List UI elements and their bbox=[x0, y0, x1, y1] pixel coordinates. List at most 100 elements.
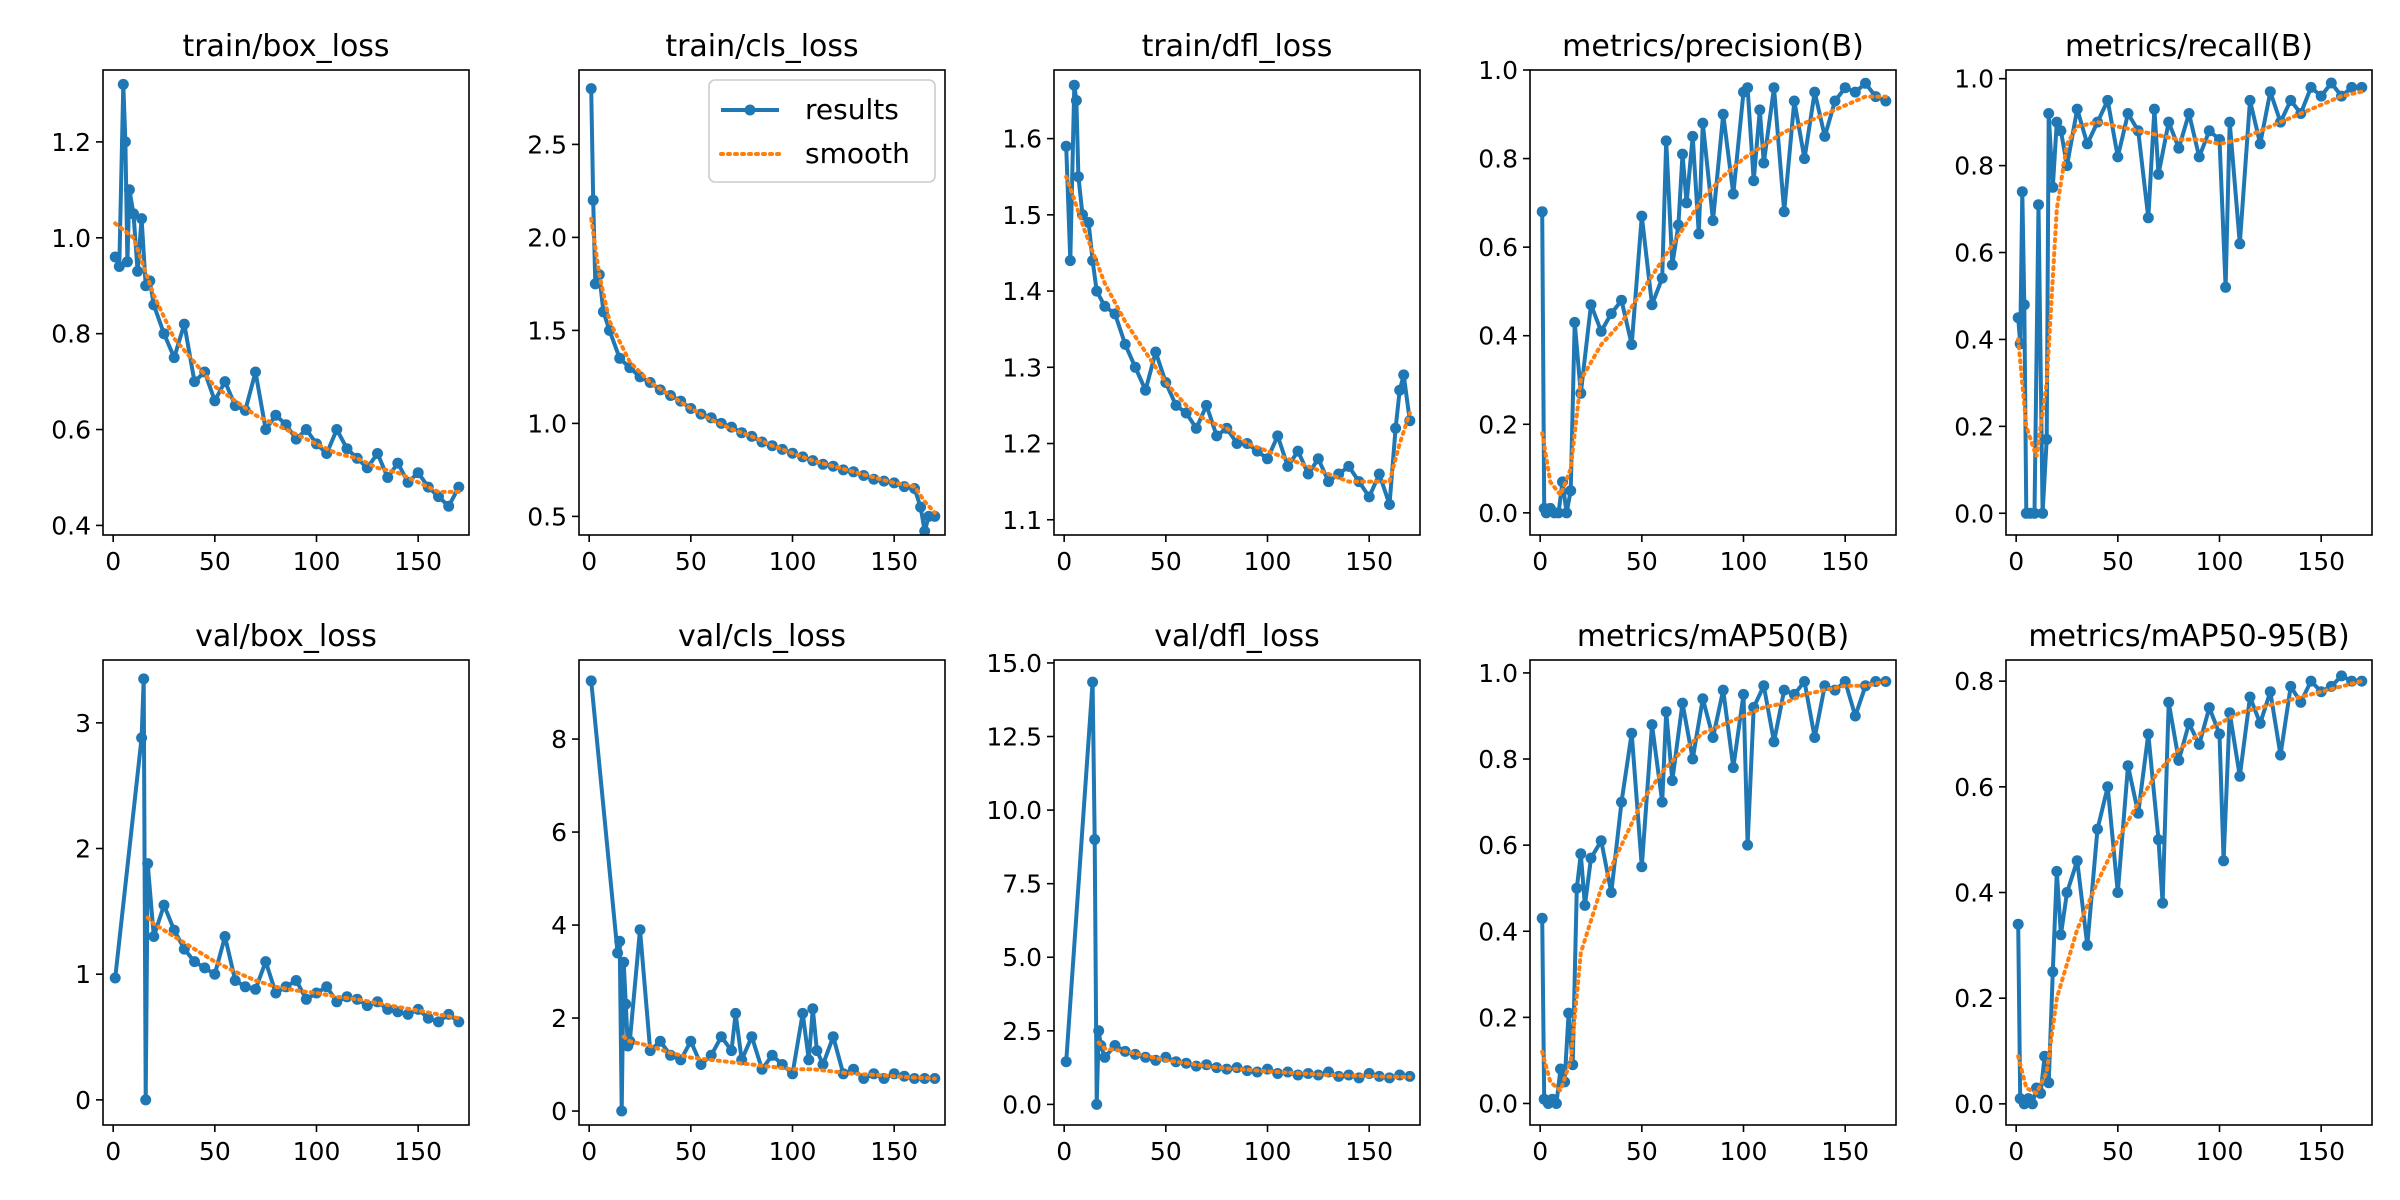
data-point-results bbox=[2081, 939, 2093, 951]
y-tick-label: 1.0 bbox=[1478, 56, 1518, 85]
data-point-results bbox=[1646, 719, 1658, 731]
axes-frame bbox=[578, 69, 946, 536]
data-point-results bbox=[1373, 468, 1385, 480]
data-point-results bbox=[189, 956, 200, 968]
data-point-results bbox=[331, 424, 343, 435]
data-point-results bbox=[1809, 732, 1821, 743]
data-point-results bbox=[2018, 299, 2030, 311]
y-tick-label: 3 bbox=[75, 709, 91, 738]
data-point-results bbox=[2047, 966, 2059, 978]
x-tick-label: 100 bbox=[2196, 547, 2244, 576]
data-point-results bbox=[585, 675, 597, 687]
y-tick-label: 1.3 bbox=[1002, 353, 1042, 382]
data-point-results bbox=[2112, 151, 2124, 163]
y-tick-label: 1.1 bbox=[1002, 506, 1042, 535]
data-point-results bbox=[1595, 835, 1607, 847]
data-point-results bbox=[123, 184, 135, 196]
y-tick-label: 1.2 bbox=[1002, 430, 1042, 459]
axes-frame bbox=[102, 69, 470, 536]
data-point-results bbox=[1616, 796, 1627, 808]
data-point-results bbox=[402, 1008, 414, 1020]
data-point-results bbox=[2051, 116, 2063, 128]
data-point-results bbox=[1390, 422, 1402, 434]
data-point-results bbox=[1272, 430, 1284, 442]
y-tick-label: 2 bbox=[551, 1004, 567, 1033]
y-tick-label: 0.8 bbox=[1954, 152, 1994, 181]
data-point-results bbox=[1880, 95, 1892, 107]
x-tick-label: 150 bbox=[870, 1137, 918, 1166]
data-point-results bbox=[1849, 710, 1861, 722]
data-point-results bbox=[2305, 675, 2317, 687]
data-point-results bbox=[270, 987, 282, 999]
x-tick-label: 0 bbox=[1532, 1137, 1548, 1166]
y-tick-label: 1.0 bbox=[1478, 659, 1518, 688]
data-point-results bbox=[142, 858, 154, 870]
data-point-results bbox=[1536, 206, 1548, 218]
series-line-smooth bbox=[1096, 1040, 1412, 1079]
data-point-results bbox=[1717, 684, 1729, 696]
y-tick-label: 0.4 bbox=[1954, 325, 1994, 354]
data-point-results bbox=[1323, 476, 1334, 488]
y-tick-label: 0.6 bbox=[1478, 233, 1518, 262]
data-point-results bbox=[1553, 507, 1564, 519]
legend: results smooth bbox=[708, 79, 936, 183]
data-point-results bbox=[158, 899, 170, 911]
data-point-results bbox=[2041, 433, 2053, 445]
data-point-results bbox=[2033, 199, 2044, 211]
data-point-results bbox=[2218, 855, 2230, 867]
data-point-results bbox=[1677, 148, 1688, 160]
subplot-train-cls-loss: train/cls_loss 0 50 100 150 0.5 1.0 1.5 2.0 2.5 re… bbox=[527, 29, 946, 576]
data-point-results bbox=[2203, 702, 2215, 714]
data-point-results bbox=[2102, 781, 2114, 793]
series-line-smooth bbox=[2016, 89, 2364, 458]
data-point-results bbox=[1717, 108, 1729, 120]
data-point-results bbox=[1799, 676, 1810, 687]
data-point-results bbox=[2173, 754, 2185, 766]
data-point-results bbox=[1140, 384, 1151, 396]
data-point-results bbox=[1616, 294, 1627, 306]
data-point-results bbox=[2132, 807, 2144, 819]
data-point-results bbox=[1262, 453, 1273, 465]
subplot-title: train/dfl_loss bbox=[1142, 29, 1333, 64]
data-point-results bbox=[199, 962, 211, 974]
data-point-results bbox=[2203, 125, 2215, 137]
data-point-results bbox=[1626, 339, 1638, 351]
data-point-results bbox=[1343, 460, 1355, 472]
data-point-results bbox=[121, 256, 133, 268]
data-point-results bbox=[2163, 116, 2175, 128]
y-tick-label: 0.0 bbox=[1478, 499, 1518, 528]
data-point-results bbox=[618, 956, 630, 968]
data-point-results bbox=[361, 1000, 373, 1012]
subplot-metrics-recall-b: metrics/recall(B) 0 50 100 150 0.0 0.2 0.4 0.6 0.… bbox=[1954, 29, 2373, 576]
data-point-results bbox=[1083, 217, 1095, 228]
data-point-results bbox=[1569, 316, 1581, 328]
data-point-results bbox=[2285, 94, 2297, 106]
subplot-metrics-map50-b: metrics/mAP50(B) 0 50 100 150 0.0 0.2 0.4 0.6 0.8… bbox=[1478, 619, 1897, 1166]
data-point-results bbox=[158, 328, 170, 340]
subplot-title: metrics/recall(B) bbox=[2065, 29, 2313, 64]
y-tick-label: 0.4 bbox=[1478, 917, 1518, 946]
series-line-smooth bbox=[2016, 679, 2364, 1097]
data-point-results bbox=[2037, 507, 2049, 519]
x-tick-label: 150 bbox=[2297, 547, 2345, 576]
data-point-results bbox=[2356, 81, 2368, 93]
y-tick-label: 0.0 bbox=[1478, 1089, 1518, 1118]
x-tick-label: 0 bbox=[105, 1137, 121, 1166]
x-tick-label: 100 bbox=[1720, 1137, 1768, 1166]
data-point-results bbox=[2122, 108, 2134, 119]
y-tick-label: 1.0 bbox=[1954, 65, 1994, 94]
axes-frame bbox=[578, 659, 946, 1126]
data-point-results bbox=[1656, 272, 1668, 284]
subplot-title: val/box_loss bbox=[195, 619, 377, 654]
legend-frame bbox=[708, 79, 936, 183]
data-point-results bbox=[189, 376, 200, 388]
data-point-results bbox=[1070, 95, 1082, 106]
y-tick-label: 0.6 bbox=[1954, 239, 1994, 268]
data-point-results bbox=[136, 732, 148, 744]
data-point-results bbox=[2051, 865, 2063, 877]
data-point-results bbox=[300, 993, 312, 1005]
y-tick-label: 4 bbox=[551, 911, 567, 940]
legend-label-results: results bbox=[805, 93, 899, 126]
data-point-results bbox=[382, 472, 394, 483]
data-point-results bbox=[2254, 138, 2266, 150]
